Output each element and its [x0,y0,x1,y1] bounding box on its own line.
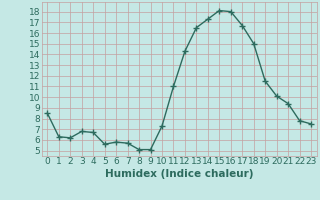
X-axis label: Humidex (Indice chaleur): Humidex (Indice chaleur) [105,169,253,179]
